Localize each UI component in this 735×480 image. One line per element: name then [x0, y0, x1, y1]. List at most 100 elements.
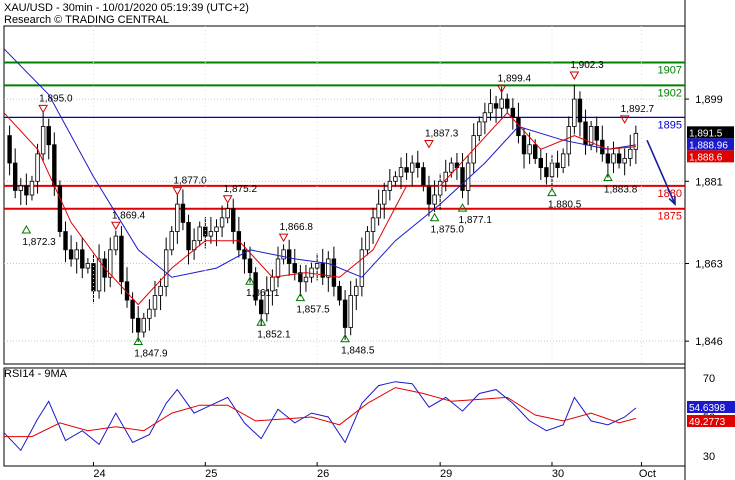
moving-averages [3, 48, 636, 306]
candle-up [326, 258, 331, 278]
candle-down [426, 185, 432, 205]
candle-up [264, 290, 270, 315]
low-label: 1,883.8 [604, 185, 638, 196]
candle-up [147, 308, 152, 319]
time-axis: 24 25 26 29 30 Oct [92, 26, 656, 480]
high-label: 1,899.4 [498, 73, 532, 84]
annotations: 1,895.0 1,872.3 1,869.4 1,847.9 1,877.0 1,861… [21, 60, 655, 359]
low-label: 1,848.5 [341, 346, 375, 357]
high-marker [222, 195, 233, 204]
high-marker [38, 104, 49, 114]
high-label: 1,875.2 [224, 184, 258, 195]
candle-up [152, 295, 158, 310]
candle-down [510, 107, 516, 118]
rsi-badge-bg [687, 400, 735, 413]
candle-down [242, 249, 247, 260]
level-label-1875: 1875 [658, 211, 682, 223]
candle-up [633, 132, 639, 150]
rsi-last-value: 54.6398 [689, 403, 726, 414]
time-label: 30 [552, 468, 564, 480]
price-badge-last: 1,891.5 [689, 128, 723, 139]
low-label: 1,852.1 [257, 329, 291, 340]
candle-up [549, 162, 555, 178]
candle-down [331, 258, 337, 287]
candle-down [180, 203, 186, 223]
candle-down [594, 126, 599, 141]
level-label-1895: 1895 [658, 119, 682, 131]
candle-up [354, 285, 359, 296]
high-label: 1,902.3 [570, 60, 604, 71]
candle-up [214, 226, 219, 232]
grid [4, 98, 685, 342]
candle-up [628, 148, 633, 159]
low-marker [21, 225, 32, 234]
candle-down [7, 135, 12, 164]
low-marker [457, 203, 468, 212]
candle-up [527, 144, 532, 155]
high-marker [496, 84, 507, 94]
candle-up [208, 231, 214, 237]
candle-up [588, 126, 594, 146]
candle-up [169, 231, 174, 251]
low-label: 1,880.5 [548, 200, 582, 211]
high-marker [424, 140, 434, 149]
high-marker [110, 221, 121, 231]
key-levels: 19071902189518801875 [4, 61, 685, 223]
candle-down [320, 263, 325, 278]
low-label: 1,857.5 [296, 305, 330, 316]
candle-up [303, 276, 309, 283]
high-label: 1,869.4 [112, 210, 146, 221]
low-marker [133, 336, 144, 345]
high-label: 1,887.3 [425, 129, 459, 140]
candle-up [499, 98, 504, 109]
candle-up [566, 126, 571, 155]
candle-up [622, 158, 627, 164]
candle-down [52, 144, 57, 187]
candle-up [96, 258, 102, 292]
chart-credit: Research © TRADING CENTRAL [4, 14, 169, 26]
candle-up [611, 153, 616, 164]
time-label: 29 [440, 468, 452, 480]
candle-down [253, 272, 258, 301]
candle-up [370, 217, 376, 232]
high-marker [569, 71, 580, 81]
candle-up [488, 103, 493, 114]
candle-down [583, 121, 588, 146]
candle-up [449, 162, 454, 173]
price-axis: 1,899 1,881 1,863 1,846 1,891.51,888.961,888… [685, 94, 734, 348]
candle-down [544, 167, 549, 178]
price-tick-label: 1,881 [695, 176, 723, 188]
candle-up [18, 185, 23, 191]
candle-down [533, 144, 538, 159]
price-tick-label: 1,863 [695, 259, 723, 271]
candle-down [80, 249, 85, 269]
candle-down [292, 263, 297, 274]
candle-down [421, 167, 426, 187]
candle-down [616, 153, 622, 164]
candle-up [29, 180, 35, 196]
candle-up [432, 194, 437, 205]
rsi-panel-border [3, 367, 686, 467]
candle-down [298, 272, 303, 283]
ma-slow-line [3, 48, 636, 278]
low-marker [245, 276, 255, 285]
candle-down [68, 249, 74, 260]
price-series [7, 84, 639, 343]
candle-up [348, 295, 353, 328]
time-label: 24 [93, 468, 105, 480]
candle-up [443, 171, 448, 182]
candle-up [85, 263, 91, 269]
price-badge-ma_slow: 1,888.96 [689, 140, 728, 151]
candle-down [460, 167, 465, 191]
candle-up [387, 180, 393, 191]
candle-down [247, 258, 253, 274]
low-marker [547, 187, 557, 197]
candle-down [12, 162, 18, 191]
candle-up [560, 153, 566, 168]
rsi-line [3, 381, 637, 452]
candle-up [40, 126, 46, 155]
low-marker [340, 333, 350, 343]
candle-down [505, 98, 510, 109]
candle-up [74, 249, 79, 260]
high-label: 1,892.7 [621, 104, 655, 115]
